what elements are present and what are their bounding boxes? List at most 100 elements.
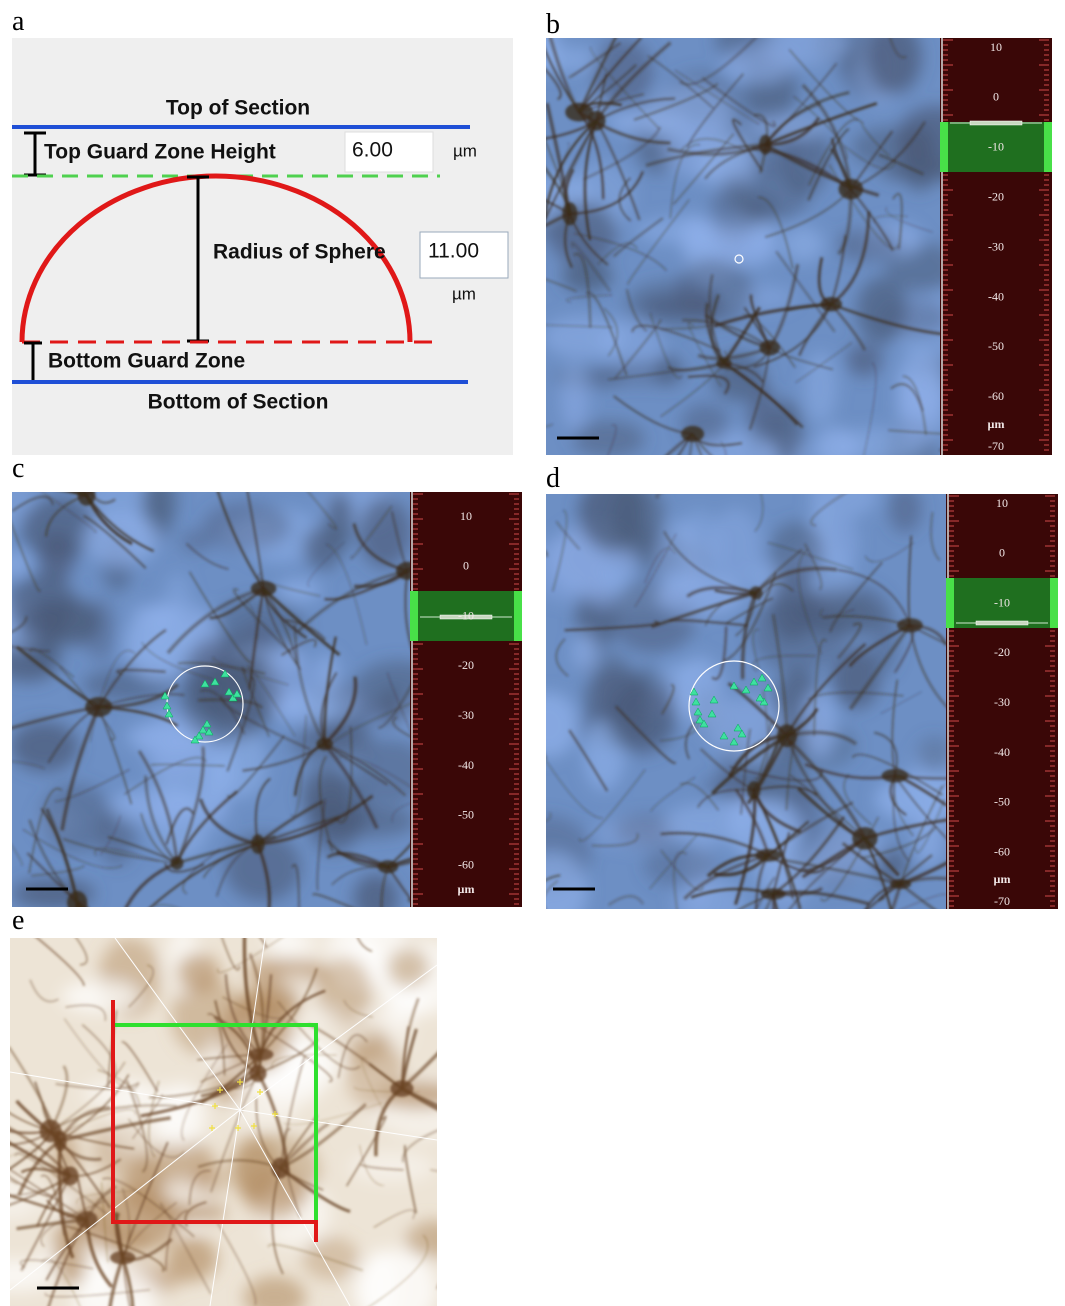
shade	[814, 427, 858, 469]
depth-unit: µm	[988, 417, 1005, 431]
shade	[877, 299, 951, 336]
focus-band-edge	[410, 591, 418, 641]
fiber	[155, 905, 208, 921]
depth-scale: 100-10-20-30-40-50-60µm	[410, 492, 522, 907]
radius-value[interactable]: 11.00	[428, 240, 479, 263]
panel-letter: e	[12, 905, 24, 936]
depth-label: 10	[460, 509, 472, 523]
shade	[378, 687, 405, 724]
unit: µm	[453, 141, 477, 160]
depth-label: -10	[988, 140, 1004, 154]
depth-label: 0	[993, 90, 999, 104]
figure: a Top of Section Top Guard Zone Height 6…	[0, 0, 1065, 1306]
depth-label: -20	[988, 189, 1004, 203]
depth-label: -40	[994, 745, 1010, 759]
depth-label: 10	[996, 496, 1008, 510]
shade	[387, 948, 429, 987]
fiber	[38, 449, 86, 495]
shade	[303, 526, 342, 569]
scale-background	[410, 492, 522, 907]
fiber	[656, 455, 751, 497]
depth-label: -10	[458, 608, 474, 622]
top-guard-label: Top Guard Zone Height	[44, 141, 276, 164]
focus-band-edge	[1044, 122, 1052, 172]
depth-label: -50	[988, 339, 1004, 353]
fiber	[77, 903, 105, 937]
shade	[354, 874, 399, 922]
fiber	[437, 1202, 480, 1289]
shade	[381, 984, 418, 1026]
panel-letter: b	[546, 9, 560, 40]
depth-label: -70	[994, 894, 1010, 908]
bottom-guard-label: Bottom Guard Zone	[48, 350, 245, 373]
depth-scale: 10 0 -10 -20 -30 -40 -50 -60 -70 µm	[940, 38, 1052, 455]
shade	[8, 574, 76, 635]
depth-label: 0	[999, 546, 1005, 560]
shade	[600, 360, 689, 385]
shade	[802, 690, 836, 757]
shade	[11, 722, 79, 772]
micrograph	[502, 0, 994, 533]
focus-band-edge	[514, 591, 522, 641]
shade	[348, 1152, 435, 1183]
fiber	[534, 692, 546, 759]
top-guard-value[interactable]: 6.00	[352, 139, 393, 162]
fiber	[86, 460, 158, 495]
panel-a: Top of Section Top Guard Zone Height 6.0…	[12, 38, 513, 455]
shade	[803, 351, 837, 423]
shade	[129, 602, 209, 622]
depth-label: -30	[994, 695, 1010, 709]
depth-label: -70	[988, 439, 1004, 453]
shade	[82, 1079, 157, 1109]
shade	[675, 259, 753, 325]
depth-unit: µm	[994, 872, 1011, 886]
panel-letter: a	[12, 6, 25, 37]
shade	[888, 485, 921, 533]
shade	[405, 1220, 462, 1258]
micrograph	[457, 453, 1025, 1010]
focus-band-edge	[940, 122, 948, 172]
shade	[61, 981, 138, 1012]
shade	[783, 226, 824, 262]
depth-label: -60	[994, 844, 1010, 858]
shade	[606, 685, 675, 755]
shade	[177, 954, 220, 992]
focus-band-edge	[1050, 578, 1058, 628]
depth-label: -20	[458, 658, 474, 672]
depth-label: -40	[988, 289, 1004, 303]
shade	[634, 217, 724, 245]
shade	[517, 853, 588, 930]
shade	[83, 513, 160, 566]
panel-letter: c	[12, 453, 24, 484]
shade	[709, 508, 762, 587]
depth-label: -10	[994, 595, 1010, 609]
shade	[771, 400, 803, 464]
focus-band-edge	[946, 578, 954, 628]
depth-label: -30	[458, 708, 474, 722]
shade	[2, 550, 29, 579]
depth-label: -40	[458, 758, 474, 772]
depth-label: -50	[994, 795, 1010, 809]
shade	[203, 502, 291, 550]
shade	[233, 1101, 298, 1124]
depth-label: -60	[458, 857, 474, 871]
shade	[520, 692, 579, 758]
bottom-of-section: Bottom of Section	[148, 391, 329, 414]
shade	[268, 934, 309, 957]
shade	[193, 1162, 228, 1198]
shade	[572, 632, 598, 672]
shade	[866, 21, 922, 94]
shade	[579, 475, 646, 551]
depth-label: -50	[458, 808, 474, 822]
panel-letter: d	[546, 463, 560, 494]
depth-unit: µm	[458, 882, 475, 896]
depth-label: -60	[988, 389, 1004, 403]
top-of-section: Top of Section	[166, 97, 310, 120]
shade	[560, 363, 589, 431]
unit: µm	[452, 284, 476, 303]
depth-label: -30	[988, 239, 1004, 253]
depth-label: 10	[990, 40, 1002, 54]
focus-slider	[976, 621, 1028, 625]
micrograph	[0, 869, 499, 1306]
